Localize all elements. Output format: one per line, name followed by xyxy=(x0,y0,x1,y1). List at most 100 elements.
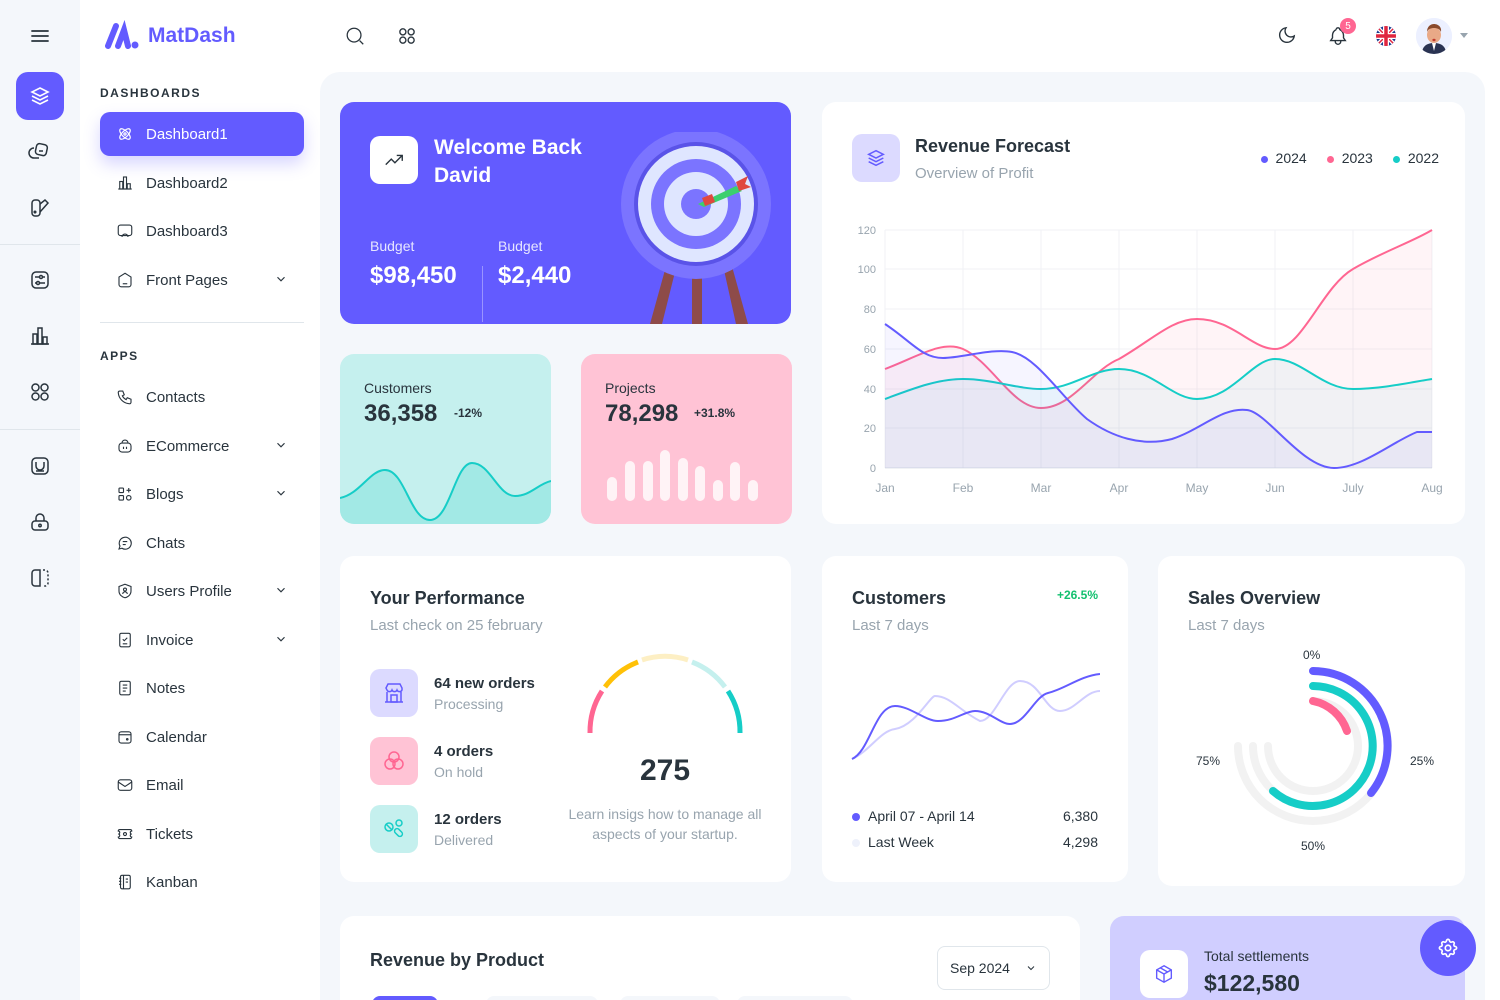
main-content: Welcome Back David Budget $98,450 Budget… xyxy=(320,72,1485,1000)
avatar-icon xyxy=(1416,18,1452,54)
adjustments-icon xyxy=(31,271,49,289)
legend-item-2024[interactable]: 2024 xyxy=(1260,150,1307,166)
search-button[interactable] xyxy=(343,24,367,48)
svg-text:Apr: Apr xyxy=(1110,481,1129,495)
mini-nav-mailbox[interactable] xyxy=(16,442,64,490)
svg-text:Jan: Jan xyxy=(875,481,894,495)
caret-down-icon[interactable] xyxy=(1460,33,1468,39)
mini-nav-stickers[interactable] xyxy=(16,128,64,176)
sidebar-item-label: Calendar xyxy=(146,728,207,746)
sidebar-item-dashboard2[interactable]: Dashboard2 xyxy=(100,161,304,205)
menu-toggle-button[interactable] xyxy=(28,26,52,46)
moon-icon xyxy=(1278,26,1296,44)
product-tab[interactable] xyxy=(486,996,598,1000)
row-status: Delivered xyxy=(434,831,494,848)
budget-stat-2: Budget $2,440 xyxy=(498,238,571,290)
sidebar-item-email[interactable]: Email xyxy=(100,763,304,807)
product-tab-active[interactable] xyxy=(372,996,438,1000)
legend-value: 4,298 xyxy=(1062,834,1098,850)
sidebar-item-calendar[interactable]: Calendar xyxy=(100,715,304,759)
radial-label-bottom: 50% xyxy=(1301,839,1326,853)
user-shield-icon xyxy=(118,583,132,599)
sidebar-item-contacts[interactable]: Contacts xyxy=(100,375,304,419)
mini-nav-brush[interactable] xyxy=(16,184,64,232)
legend-item-2022[interactable]: 2022 xyxy=(1392,150,1439,166)
mini-nav-layers[interactable] xyxy=(16,72,64,120)
row-title: 4 orders xyxy=(434,742,494,760)
pills-icon xyxy=(384,819,404,838)
sidebar-item-label: ECommerce xyxy=(146,437,230,455)
sidebar-item-dashboard3[interactable]: Dashboard3 xyxy=(100,209,304,253)
sidebar-item-tickets[interactable]: Tickets xyxy=(100,812,304,856)
chevron-down-icon xyxy=(277,442,285,448)
box-icon-box xyxy=(1140,950,1188,998)
screen-share-icon xyxy=(117,224,133,238)
user-avatar[interactable] xyxy=(1416,18,1452,54)
revenue-forecast-card: Revenue Forecast Overview of Profit 2024… xyxy=(822,102,1465,524)
apps-plus-icon xyxy=(118,487,132,501)
legend-row: April 07 - April 14 6,380 xyxy=(852,808,1098,824)
svg-text:Jun: Jun xyxy=(1265,481,1284,495)
notifications-button[interactable]: 5 xyxy=(1326,18,1356,48)
product-tab[interactable] xyxy=(737,996,853,1000)
month-select-value: Sep 2024 xyxy=(950,960,1010,976)
notebook-icon xyxy=(119,874,131,890)
settlements-value: $122,580 xyxy=(1204,970,1300,996)
radial-label-left: 75% xyxy=(1196,754,1221,768)
month-select[interactable]: Sep 2024 xyxy=(937,946,1050,990)
sidebar-item-label: Email xyxy=(146,776,184,794)
projects-stat-card: Projects 78,298 +31.8% xyxy=(581,354,792,524)
sidebar-item-label: Contacts xyxy=(146,388,206,406)
performance-row: 4 orders On hold xyxy=(370,737,493,785)
radial-label-right: 25% xyxy=(1410,754,1435,768)
settlements-label: Total settlements xyxy=(1204,948,1310,964)
card-subtitle: Last 7 days xyxy=(1188,617,1265,634)
performance-row: 64 new orders Processing xyxy=(370,669,535,717)
sidebar-item-invoice[interactable]: Invoice xyxy=(100,618,304,662)
card-subtitle: Last check on 25 february xyxy=(370,617,543,634)
budget-divider xyxy=(482,266,483,322)
settings-fab-button[interactable] xyxy=(1420,920,1476,976)
apps-button[interactable] xyxy=(395,24,419,48)
performance-header: Your Performance Last check on 25 februa… xyxy=(370,588,543,634)
legend-label: April 07 - April 14 xyxy=(868,808,975,824)
sidebar-item-label: Invoice xyxy=(146,631,194,649)
theme-toggle-button[interactable] xyxy=(1274,24,1298,48)
sidebar-item-blogs[interactable]: Blogs xyxy=(100,472,304,516)
customers-week-chart xyxy=(851,673,1100,760)
sidebar-item-chats[interactable]: Chats xyxy=(100,521,304,565)
customers-week-legend: April 07 - April 14 6,380 Last Week 4,29… xyxy=(852,808,1098,850)
sidebar-item-front-pages[interactable]: Front Pages xyxy=(100,258,304,302)
trend-icon-box xyxy=(370,136,418,184)
chevron-down-icon xyxy=(277,636,285,642)
sidebar-item-label: Chats xyxy=(146,534,186,552)
mini-nav-charts[interactable] xyxy=(16,312,64,360)
product-tab[interactable] xyxy=(620,996,720,1000)
row-title: 12 orders xyxy=(434,810,502,828)
stat-change: -12% xyxy=(454,406,483,420)
brand-logo[interactable]: MatDash xyxy=(104,20,236,52)
mini-nav-adjustments[interactable] xyxy=(16,256,64,304)
search-icon xyxy=(346,27,364,45)
svg-text:May: May xyxy=(1186,481,1209,495)
chevron-down-icon xyxy=(1027,966,1035,971)
svg-text:0: 0 xyxy=(870,463,876,475)
sidebar-item-ecommerce[interactable]: ECommerce xyxy=(100,424,304,468)
language-selector[interactable] xyxy=(1374,24,1398,48)
sidebar-item-label: Front Pages xyxy=(146,271,228,289)
customers-week-header: Customers Last 7 days xyxy=(852,588,946,634)
legend-item-2023[interactable]: 2023 xyxy=(1326,150,1373,166)
sidebar-item-dashboard1[interactable]: Dashboard1 xyxy=(100,112,304,156)
mini-nav-lock[interactable] xyxy=(16,498,64,546)
change-badge: +26.5% xyxy=(1056,588,1098,602)
sidebar-item-kanban[interactable]: Kanban xyxy=(100,860,304,904)
revenue-forecast-chart: 120 100 80 60 40 20 0 Jan Feb Mar Apr May Jun July Au… xyxy=(858,225,1443,495)
sidebar-item-notes[interactable]: Notes xyxy=(100,666,304,710)
mini-nav-apps[interactable] xyxy=(16,368,64,416)
sidebar-item-users-profile[interactable]: Users Profile xyxy=(100,569,304,613)
stat-value: 78,298 xyxy=(605,400,679,427)
stat-label: Projects xyxy=(605,380,656,396)
chevron-down-icon xyxy=(277,276,285,282)
mini-nav-layout[interactable] xyxy=(16,554,64,602)
